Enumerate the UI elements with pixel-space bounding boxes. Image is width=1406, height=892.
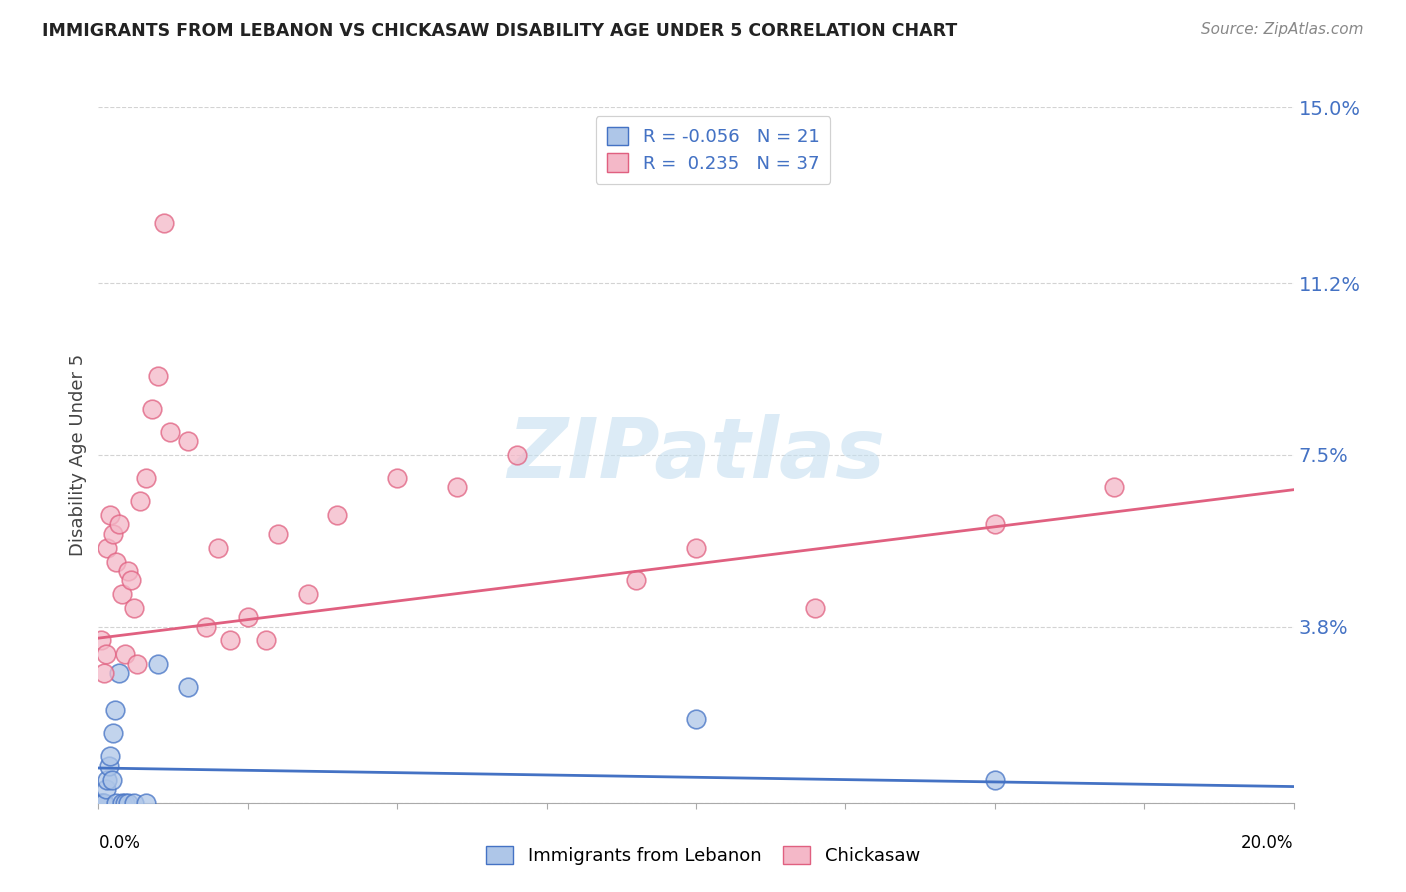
Point [111,587,134,601]
Point [90,633,112,648]
Point [804,601,827,615]
Point [236,610,259,624]
Point [117,564,139,578]
Point [114,648,136,662]
Point [219,633,242,648]
Legend: R = -0.056   N = 21, R =  0.235   N = 37: R = -0.056 N = 21, R = 0.235 N = 37 [596,116,831,184]
Point [96,541,118,555]
Point [90,796,112,810]
Point [326,508,349,523]
Point [93,796,115,810]
Point [127,657,149,671]
Point [148,369,170,384]
Point [129,494,152,508]
Y-axis label: Disability Age Under 5: Disability Age Under 5 [69,354,87,556]
Point [103,726,125,740]
Point [983,772,1005,787]
Point [105,796,128,810]
Point [96,772,118,787]
Point [267,526,290,541]
Point [108,665,131,680]
Text: ZIPatlas: ZIPatlas [508,415,884,495]
Point [254,633,277,648]
Point [1102,480,1125,494]
Point [93,665,115,680]
Point [148,657,170,671]
Point [446,480,468,494]
Point [124,601,146,615]
Point [98,508,122,523]
Point [124,796,146,810]
Point [141,401,163,416]
Point [104,703,127,717]
Text: IMMIGRANTS FROM LEBANON VS CHICKASAW DISABILITY AGE UNDER 5 CORRELATION CHART: IMMIGRANTS FROM LEBANON VS CHICKASAW DIS… [42,22,957,40]
Point [297,587,319,601]
Point [103,526,125,541]
Point [685,712,707,726]
Point [159,425,181,439]
Point [108,517,131,532]
Point [117,796,139,810]
Point [105,555,128,569]
Point [685,541,707,555]
Point [177,680,200,694]
Point [114,796,136,810]
Point [98,749,122,764]
Legend: Immigrants from Lebanon, Chickasaw: Immigrants from Lebanon, Chickasaw [477,837,929,874]
Point [91,796,114,810]
Point [177,434,200,448]
Text: 0.0%: 0.0% [98,834,141,852]
Point [94,648,117,662]
Point [207,541,229,555]
Point [983,517,1005,532]
Point [135,471,157,485]
Point [624,573,647,587]
Point [194,619,218,633]
Point [98,758,121,772]
Point [100,772,122,787]
Text: 20.0%: 20.0% [1241,834,1294,852]
Point [111,796,134,810]
Point [153,216,176,230]
Point [385,471,409,485]
Point [135,796,157,810]
Point [120,573,142,587]
Point [94,781,117,796]
Text: Source: ZipAtlas.com: Source: ZipAtlas.com [1201,22,1364,37]
Point [506,448,529,462]
